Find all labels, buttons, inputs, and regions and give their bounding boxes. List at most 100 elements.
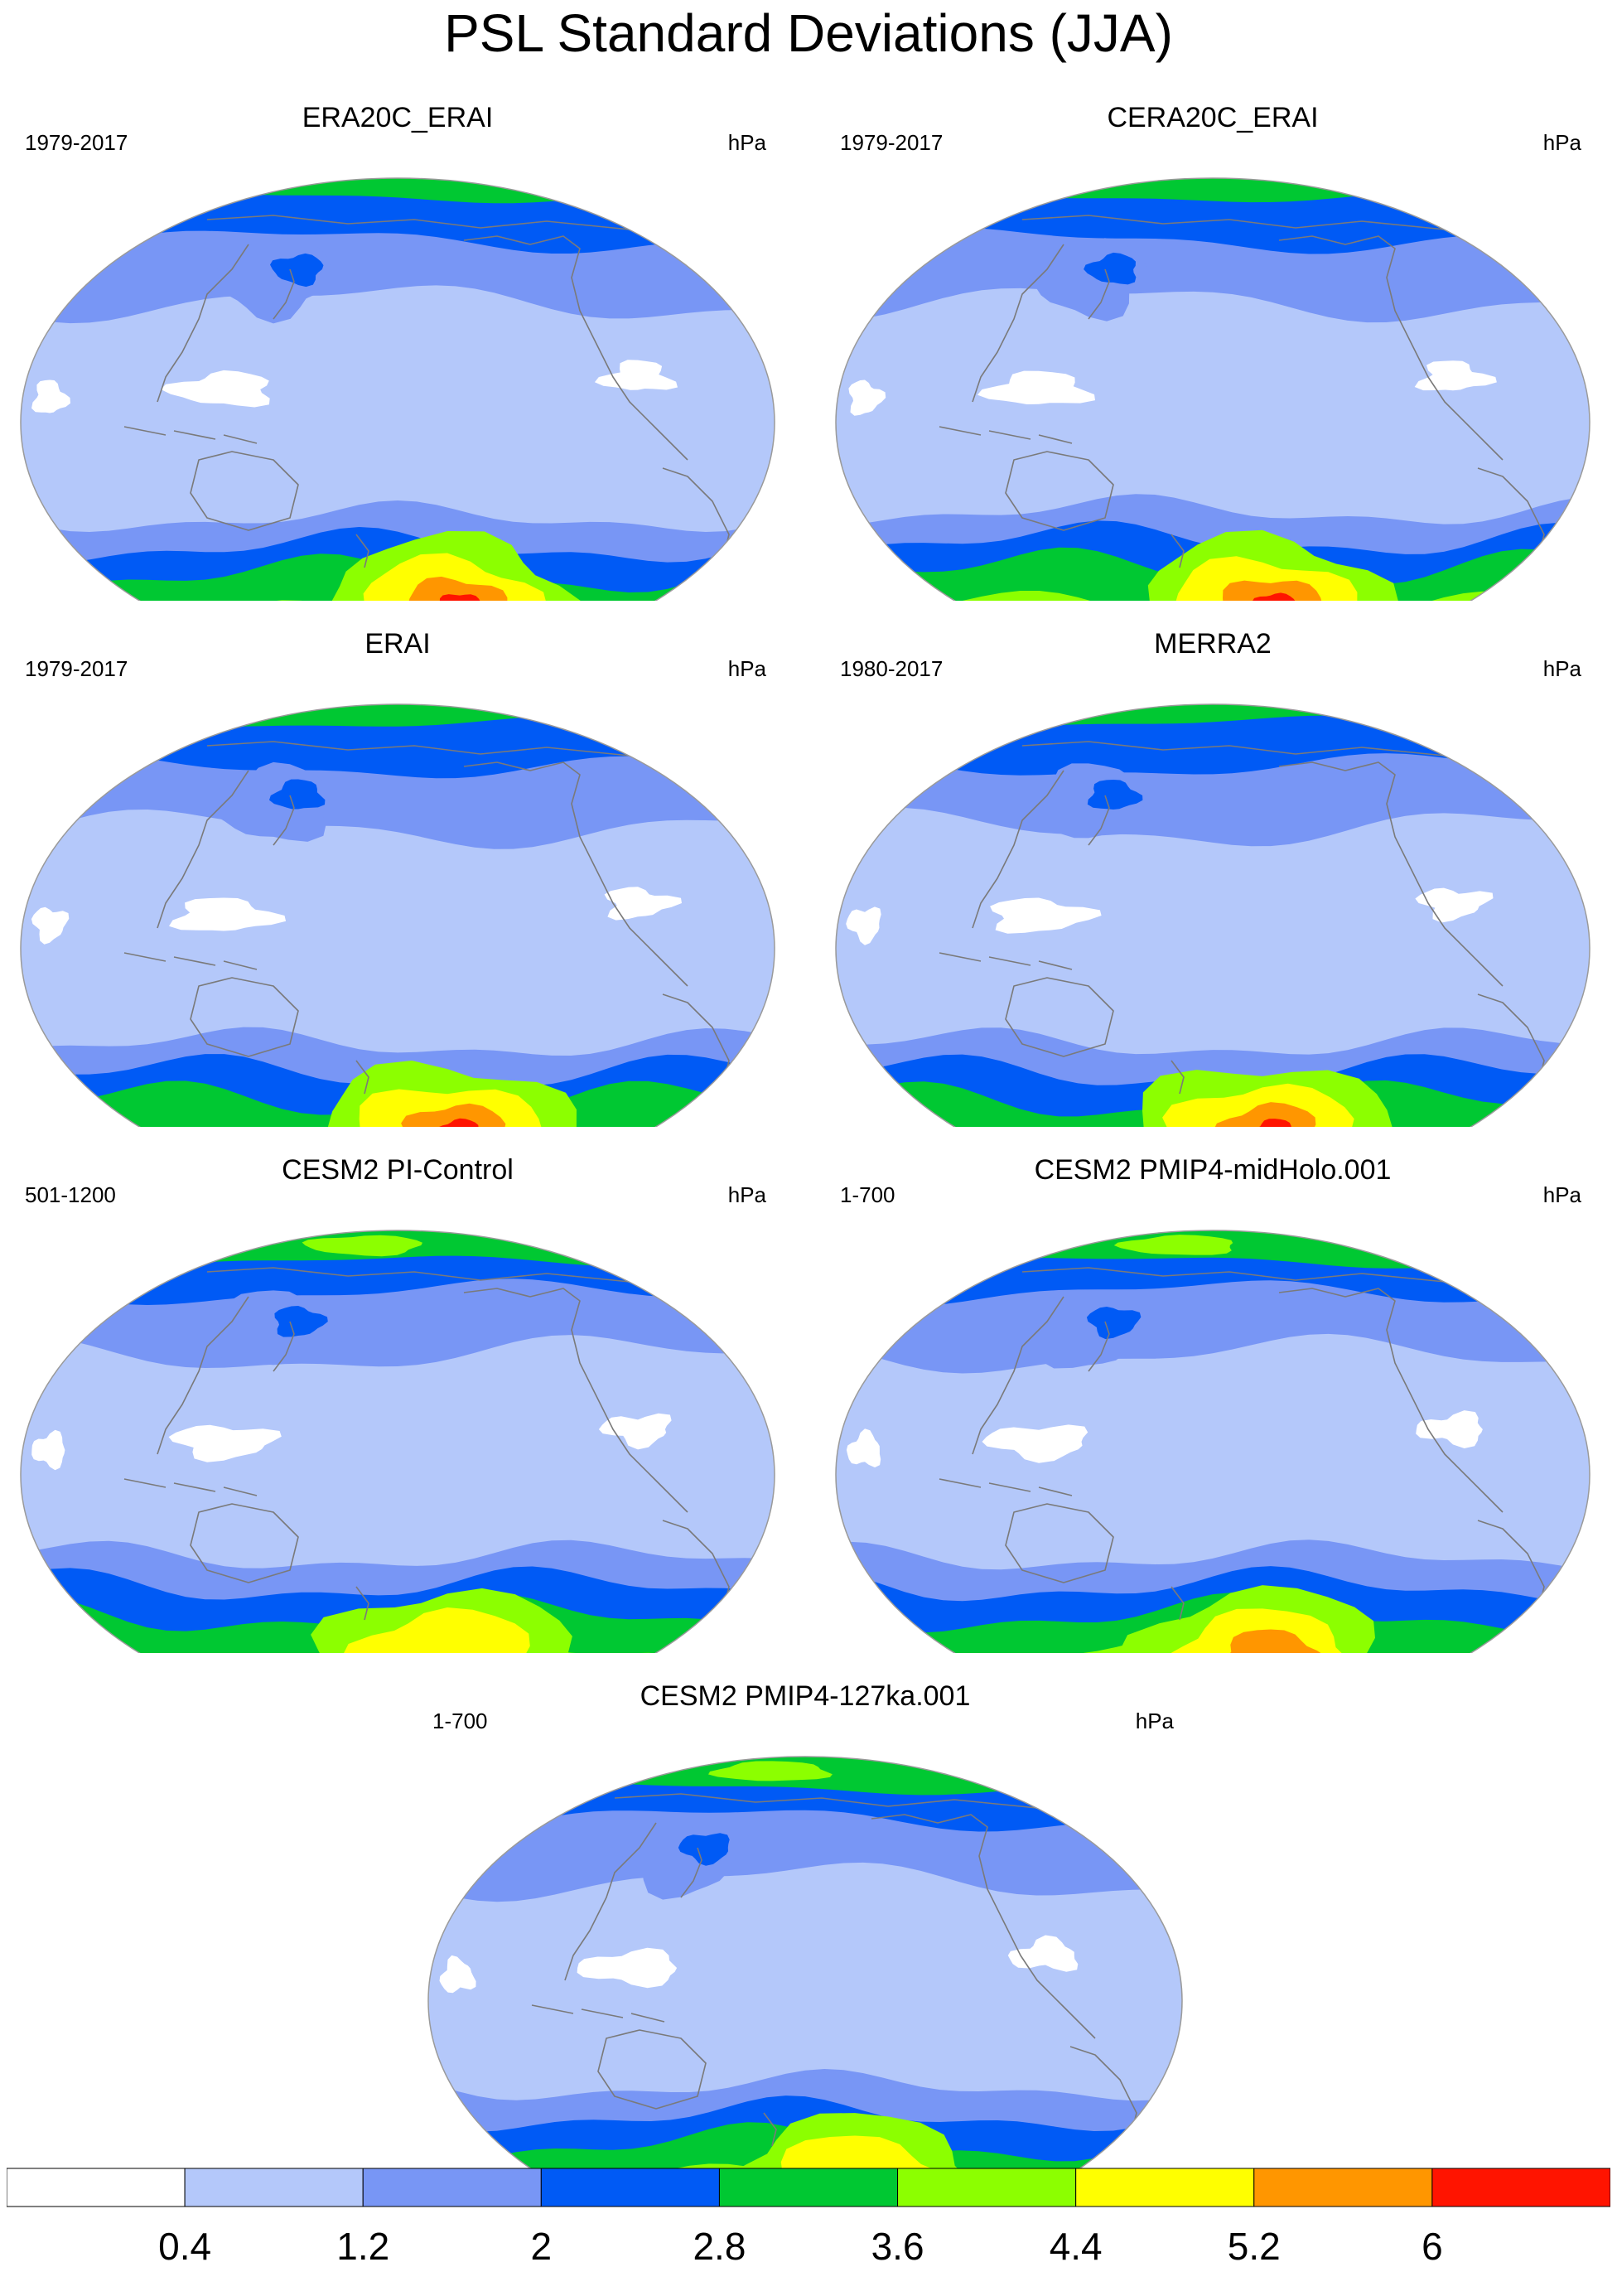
colorbar-box-4 [718,2168,899,2207]
panel-title: ERAI [364,628,431,660]
coastline-4 [1005,977,1114,1057]
map-outline [20,177,775,601]
map-plot [835,703,1590,1127]
coastline-6 [123,952,258,970]
map-panel-cesm2-midholo: CESM2 PMIP4-midHolo.001 1-700 hPa [815,1156,1610,1653]
field-tropics-low-1 [990,897,1102,934]
coastline-5 [355,534,369,568]
coastline-2 [564,1822,657,1981]
coastline-5 [763,2112,777,2147]
field-spac-l6 [763,2135,959,2179]
coastline-2 [157,244,249,403]
coastline-3 [273,1321,295,1372]
coastline-6 [123,426,258,444]
map-panel-era20c-erai: ERA20C_ERAI 1979-2017 hPa [0,104,795,601]
field-tropics-low-2 [604,887,682,921]
colorbar-label-4: 3.6 [871,2225,924,2268]
field-south-band-3 [836,547,1590,601]
field-spac-l6 [359,1089,543,1127]
field-north-peak [302,1235,422,1257]
field-tropics-low-1 [577,1947,678,1989]
coastline-4 [1005,1503,1114,1583]
coastline-3 [680,1847,702,1898]
field-south-band-3 [21,1593,775,1653]
map-plot [835,1230,1590,1653]
colorbar-label-5: 4.4 [1050,2225,1103,2268]
panel-title: CESM2 PI-Control [282,1154,514,1186]
coastline-4 [190,1503,299,1583]
coastline-0 [463,235,688,461]
coastline-6 [531,2004,665,2023]
field-spac-l7 [1220,1629,1328,1653]
coastline-1 [662,467,730,601]
map-panel-cesm2-127ka: CESM2 PMIP4-127ka.001 1-700 hPa [408,1682,1203,2179]
map-outline [20,1230,775,1653]
panel-title: CESM2 PMIP4-midHolo.001 [1034,1154,1392,1186]
panel-years: 1979-2017 [25,130,128,155]
colorbar-box-2 [362,2168,542,2207]
field-tropics-low-2 [1414,360,1497,391]
colorbar-label-0: 0.4 [158,2225,211,2268]
coastline-1 [1477,1520,1545,1653]
coastline-8 [1021,741,1495,761]
coastline-1 [1477,467,1545,601]
coastline-0 [871,1814,1096,2039]
coastline-0 [1278,761,1504,987]
map-outline [427,1756,1183,2179]
field-spac-l8 [436,1118,479,1127]
panel-units: hPa [1542,130,1581,155]
colorbar-box-3 [540,2168,720,2207]
coastline-5 [355,1060,369,1095]
colorbar-box-6 [1075,2168,1255,2207]
coastline-8 [206,1267,680,1288]
panel-units: hPa [1135,1709,1174,1733]
coastline-0 [463,761,688,987]
field-npac-core [274,1306,328,1337]
panel-title: MERRA2 [1154,628,1272,660]
field-spac-l7 [1213,1102,1316,1127]
coastline-8 [1021,215,1495,235]
coastline-6 [939,1478,1073,1496]
coastline-3 [1088,1321,1110,1372]
coastline-1 [662,993,730,1127]
field-npac-lobe [213,1290,342,1366]
field-npac-core [1087,780,1143,810]
field-npac-lobe [1033,1290,1158,1369]
coastline-1 [1477,993,1545,1127]
panel-units: hPa [727,1182,766,1207]
map-plot [20,1230,775,1653]
field-spac-l7 [1223,580,1323,601]
colorbar: 0.4 1.2 2 2.8 3.6 4.4 5.2 6 [7,2168,1610,2268]
coastline-0 [1278,1288,1504,1513]
panel-units: hPa [727,130,766,155]
coastline-1 [662,1520,730,1653]
coastline-2 [972,770,1064,929]
map-panel-cesm2-pi-control: CESM2 PI-Control 501-1200 hPa [0,1156,795,1653]
panel-years: 1-700 [432,1709,488,1733]
coastline-5 [1171,1060,1185,1095]
field-tropics-low-1 [168,1424,282,1462]
coastline-8 [1021,1267,1495,1288]
coastline-2 [157,770,249,929]
coastline-5 [1171,1586,1185,1621]
coastline-3 [1088,795,1110,846]
field-south-band-3 [428,2122,1182,2179]
coastline-1 [1069,2046,1137,2179]
panel-years: 1979-2017 [25,656,128,681]
coastline-8 [206,215,680,235]
map-panel-erai: ERAI 1979-2017 hPa [0,630,795,1127]
coastline-2 [972,244,1064,403]
colorbar-box-5 [897,2168,1077,2207]
colorbar-label-2: 2 [531,2225,553,2268]
field-npac-core [678,1833,730,1866]
field-tropics-low-1 [977,370,1095,404]
field-spac-l6 [1175,556,1358,601]
colorbar-box-1 [184,2168,364,2207]
field-tropics-low-1 [982,1424,1088,1463]
coastline-4 [1005,451,1114,531]
coastline-4 [190,977,299,1057]
coastline-8 [206,741,680,761]
field-tropics-low-3 [439,1955,476,1994]
coastline-5 [355,1586,369,1621]
field-south-band-3 [21,1080,775,1127]
